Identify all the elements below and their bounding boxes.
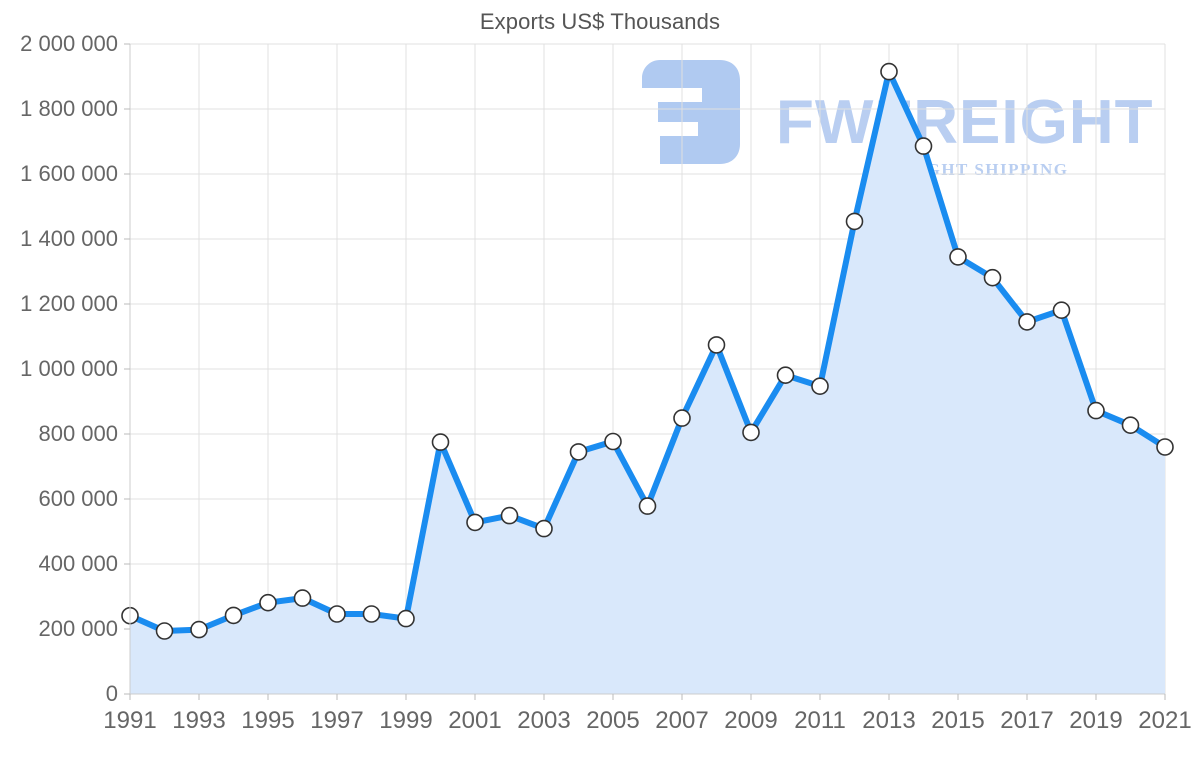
y-axis-tick-label: 1 400 000 bbox=[20, 226, 118, 251]
y-axis-tick-label: 200 000 bbox=[38, 616, 118, 641]
x-axis-tick-label: 2007 bbox=[655, 707, 709, 734]
chart-title: Exports US$ Thousands bbox=[479, 9, 721, 34]
x-axis-tick-label: 1997 bbox=[310, 707, 364, 734]
x-axis-tick-label: 1995 bbox=[241, 707, 295, 734]
y-axis-tick-label: 1 800 000 bbox=[20, 96, 118, 121]
x-axis-tick-label: 2009 bbox=[724, 707, 778, 734]
y-axis-tick-label: 2 000 000 bbox=[20, 31, 118, 56]
x-axis-tick-label: 2019 bbox=[1069, 707, 1123, 734]
y-axis-tick-label: 400 000 bbox=[38, 551, 118, 576]
x-axis-tick-label: 1993 bbox=[172, 707, 226, 734]
y-axis-tick-label: 1 200 000 bbox=[20, 291, 118, 316]
x-axis-tick-label: 2001 bbox=[448, 707, 502, 734]
x-axis-tick-label: 2021 bbox=[1138, 707, 1192, 734]
y-axis-tick-label: 0 bbox=[105, 681, 118, 706]
x-axis-tick-label: 2017 bbox=[1000, 707, 1054, 734]
y-axis-tick-label: 600 000 bbox=[38, 486, 118, 511]
data-markers bbox=[121, 62, 1174, 640]
area-fill bbox=[130, 71, 1165, 695]
x-axis-tick-label: 1991 bbox=[103, 707, 157, 734]
x-axis-tick-label: 2011 bbox=[794, 707, 846, 734]
y-axis-tick-label: 1 000 000 bbox=[20, 356, 118, 381]
x-axis-tick-label: 2003 bbox=[517, 707, 571, 734]
x-axis-tick-label: 2013 bbox=[862, 707, 916, 734]
x-axis-tick-label: 2005 bbox=[586, 707, 640, 734]
y-axis-tick-label: 800 000 bbox=[38, 421, 118, 446]
x-axis-tick-label: 1999 bbox=[379, 707, 433, 734]
x-axis-tick-label: 2015 bbox=[931, 707, 985, 734]
axis-lines bbox=[124, 43, 1166, 700]
y-axis-tick-label: 1 600 000 bbox=[20, 161, 118, 186]
